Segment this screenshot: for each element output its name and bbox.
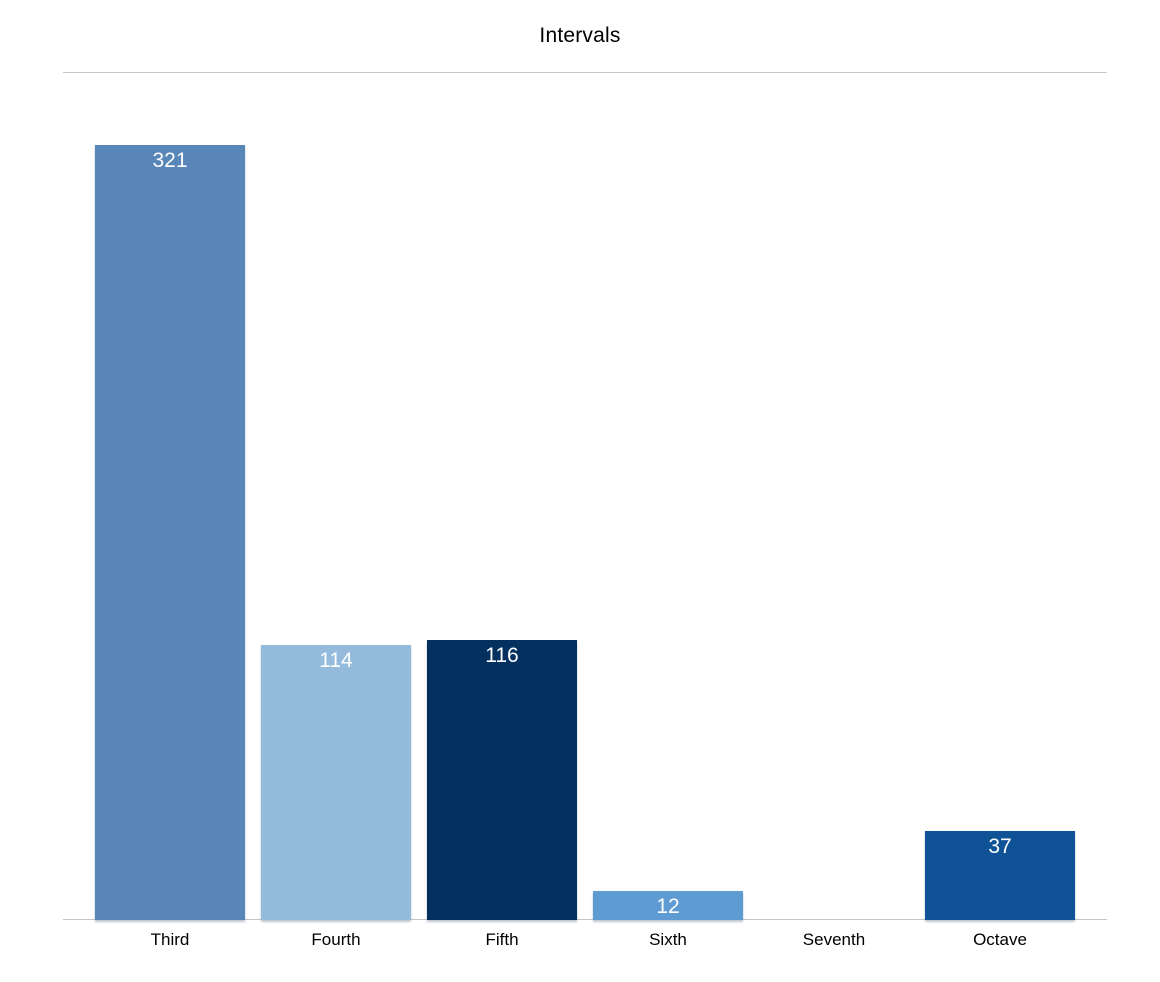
x-axis-label-fourth: Fourth <box>311 930 361 949</box>
chart-title: Intervals <box>539 24 621 47</box>
x-axis-label-seventh: Seventh <box>802 930 866 949</box>
x-axis-label-fifth: Fifth <box>485 930 519 949</box>
bar-value-label-octave: 37 <box>988 835 1012 858</box>
x-axis-labels-row: Third Fourth Fifth Sixth Seventh Octave <box>63 930 1107 956</box>
bar-third: 321 <box>95 145 245 920</box>
bar-value-label-sixth: 12 <box>656 895 680 918</box>
x-axis-label-octave: Octave <box>973 930 1027 949</box>
x-axis-line <box>63 919 1107 920</box>
bar-sixth: 12 <box>593 891 743 920</box>
bar-octave: 37 <box>925 831 1075 920</box>
x-axis-label-third: Third <box>150 930 190 949</box>
bar-fifth: 116 <box>427 640 577 920</box>
bar-value-label-fifth: 116 <box>485 644 519 667</box>
bar-fourth: 114 <box>261 645 411 920</box>
x-axis-label-sixth: Sixth <box>649 930 687 949</box>
title-divider-line <box>63 72 1107 73</box>
bar-value-label-third: 321 <box>152 149 188 172</box>
bar-value-label-fourth: 114 <box>319 649 353 672</box>
plot-area: 321 114 116 12 37 <box>63 82 1107 920</box>
